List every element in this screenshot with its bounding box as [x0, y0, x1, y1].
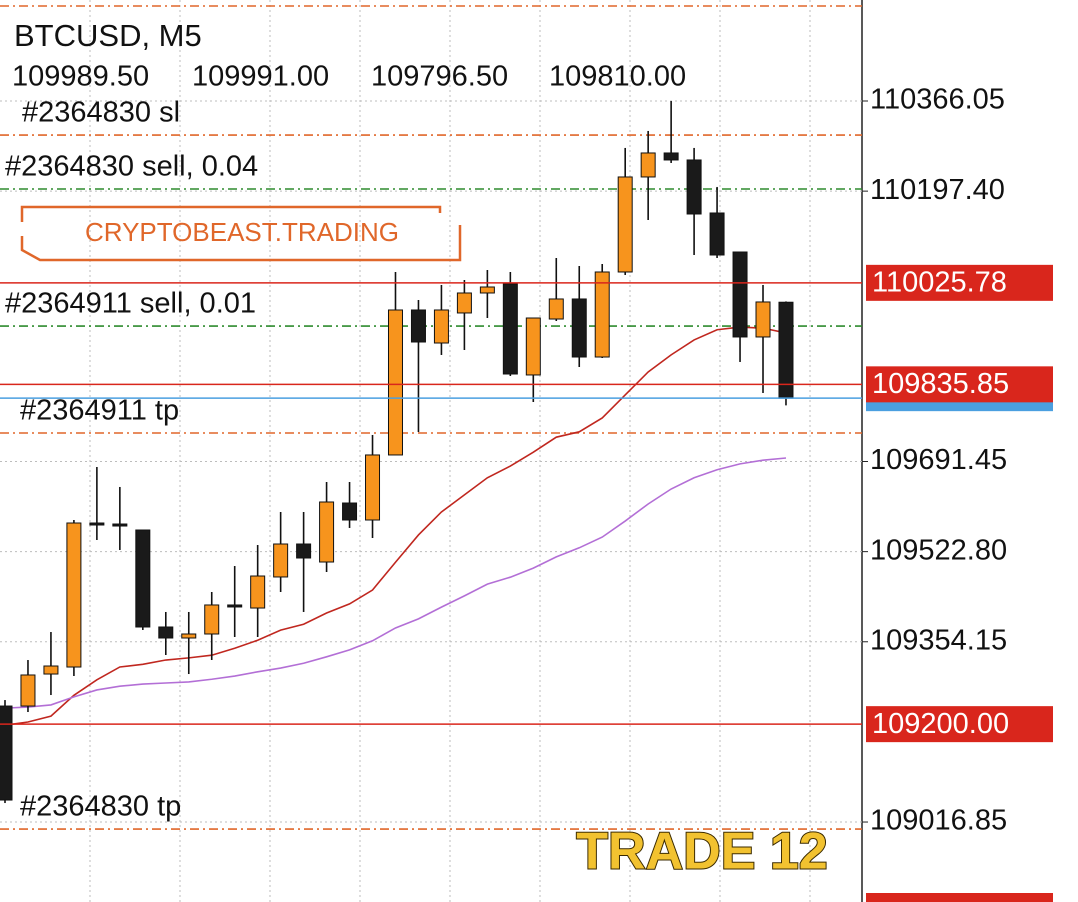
candle-body: [342, 502, 358, 521]
price-tag: [866, 264, 1053, 301]
v-grid: [89, 0, 811, 902]
candle-body: [410, 309, 426, 343]
price-tag-label: 110025.78: [872, 267, 1007, 299]
candle-body: [112, 523, 128, 527]
candle-body: [479, 286, 495, 294]
plot: #2364830 sl #2364830 sell, 0.04 #2364911 s…: [0, 5, 862, 830]
price-tag: [866, 366, 1053, 403]
price-tag-label: 109835.85: [872, 368, 1009, 400]
info-open: 109989.50: [12, 61, 149, 93]
moving-average: [4, 326, 787, 727]
moving-average: [4, 457, 787, 709]
candle-body: [433, 309, 449, 344]
candle-body: [686, 159, 702, 215]
order-label: #2364830 tp: [20, 791, 181, 823]
watermark: TRADE 12: [576, 823, 827, 881]
candle-body: [709, 212, 725, 256]
candle-body: [617, 176, 633, 273]
candle-body: [296, 543, 312, 559]
candle-body: [525, 317, 541, 376]
candle-body: [250, 575, 266, 609]
candle-body: [66, 522, 82, 668]
candle-body: [273, 543, 289, 578]
candle-body: [20, 674, 36, 707]
price-tag: [866, 706, 1053, 743]
order-label: #2364830 sl: [22, 97, 180, 129]
order-label: #2364830 sell, 0.04: [5, 151, 258, 183]
candle-body: [43, 665, 59, 675]
order-label: #2364911 tp: [20, 395, 179, 427]
candle-body: [204, 604, 220, 635]
price-tag-label: 109200.00: [872, 708, 1009, 740]
candle-body: [365, 454, 381, 521]
candle-body: [227, 604, 243, 608]
candle-body: [89, 522, 105, 526]
candle-body: [502, 283, 518, 375]
candle-body: [663, 152, 679, 161]
y-tick-label: 109016.85: [870, 805, 1007, 837]
info-low: 109796.50: [371, 61, 508, 93]
info-high: 109991.00: [192, 61, 329, 93]
candle-body: [387, 309, 403, 456]
ohlc-info: 109989.50 109991.00 109796.50 109810.00: [12, 61, 686, 93]
candle-body: [548, 298, 564, 320]
order-label: #2364911 sell, 0.01: [5, 288, 256, 320]
info-close: 109810.00: [549, 61, 686, 93]
candle-body: [571, 298, 587, 358]
candle-body: [181, 633, 197, 639]
candle-body: [755, 301, 771, 338]
watermark: CRYPTOBEAST.TRADING: [85, 217, 399, 247]
clipped-tag: [866, 893, 1053, 902]
y-tick-label: 110366.05: [870, 84, 1005, 116]
y-tick-label: 110197.40: [870, 174, 1005, 206]
symbol-title: BTCUSD, M5: [14, 18, 202, 53]
candle-body: [135, 529, 151, 628]
candle-body: [732, 251, 748, 338]
watermark-box: [20, 205, 462, 262]
y-tick-label: 109691.45: [870, 444, 1007, 476]
y-tick-label: 109522.80: [870, 534, 1007, 566]
candle-body: [640, 152, 656, 178]
candle-body: [456, 292, 472, 314]
candle-body: [158, 626, 174, 639]
candle-body: [0, 705, 13, 801]
y-tick-label: 109354.15: [870, 624, 1007, 656]
candle-body: [594, 271, 610, 358]
candle-body: [319, 501, 335, 563]
